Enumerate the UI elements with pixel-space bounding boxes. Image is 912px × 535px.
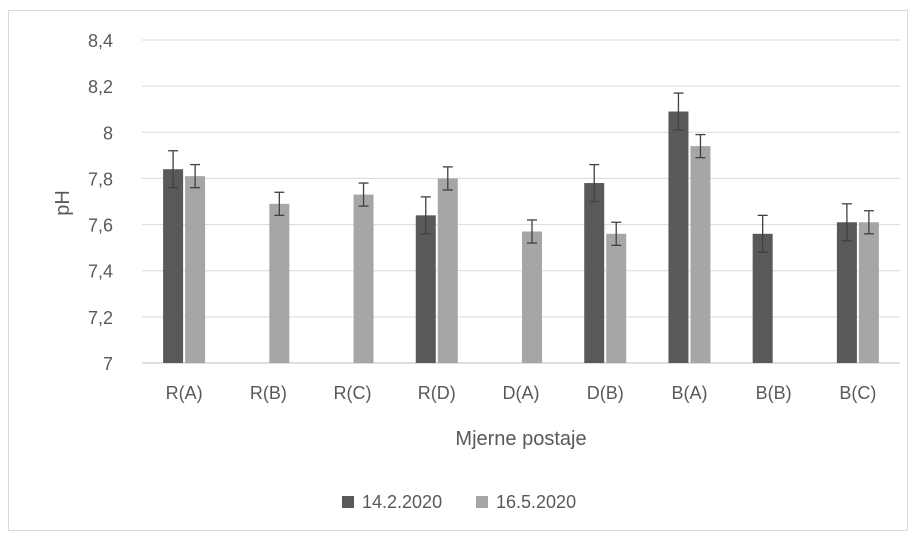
bar: [163, 169, 184, 363]
y-tick-label: 7,8: [88, 169, 113, 189]
y-tick-label: 7,4: [88, 262, 113, 282]
legend: 14.2.2020 16.5.2020: [342, 492, 576, 512]
legend-label: 14.2.2020: [362, 492, 442, 512]
bar: [269, 203, 290, 363]
bar: [858, 222, 879, 363]
x-tick-label: R(C): [334, 383, 372, 403]
x-tick-label: R(B): [250, 383, 287, 403]
bar: [690, 146, 711, 363]
x-tick-label: B(B): [756, 383, 792, 403]
y-tick-label: 7,2: [88, 308, 113, 328]
y-tick-label: 7,6: [88, 216, 113, 236]
legend-swatch: [342, 496, 354, 508]
bar: [415, 215, 436, 363]
x-tick-label: D(A): [503, 383, 540, 403]
y-tick-label: 8,4: [88, 31, 113, 51]
legend-swatch: [476, 496, 488, 508]
bar: [668, 111, 689, 364]
bar: [606, 233, 627, 363]
x-axis-ticks: R(A) R(B) R(C) R(D) D(A) D(B) B(A) B(B) B(C): [166, 383, 877, 403]
bar: [836, 222, 857, 363]
x-axis-label: Mjerne postaje: [455, 428, 586, 450]
bar: [752, 233, 773, 363]
gridlines: [142, 39, 900, 364]
legend-label: 16.5.2020: [496, 492, 576, 512]
y-axis-label: pH: [52, 190, 74, 216]
x-tick-label: R(A): [166, 383, 203, 403]
bar: [584, 183, 605, 363]
x-tick-label: D(B): [587, 383, 624, 403]
x-tick-label: B(A): [671, 383, 707, 403]
error-bars: [168, 92, 874, 253]
y-tick-label: 7: [103, 354, 113, 374]
bar: [522, 231, 542, 363]
bars: [163, 111, 879, 364]
y-axis-ticks: 7 7,2 7,4 7,6 7,8 8 8,2 8,4: [88, 31, 113, 374]
bar: [185, 176, 206, 363]
y-tick-label: 8,2: [88, 77, 113, 97]
bar: [437, 178, 458, 363]
y-tick-label: 8: [103, 123, 113, 143]
bar: [353, 194, 374, 363]
x-tick-label: B(C): [839, 383, 876, 403]
x-tick-label: R(D): [418, 383, 456, 403]
